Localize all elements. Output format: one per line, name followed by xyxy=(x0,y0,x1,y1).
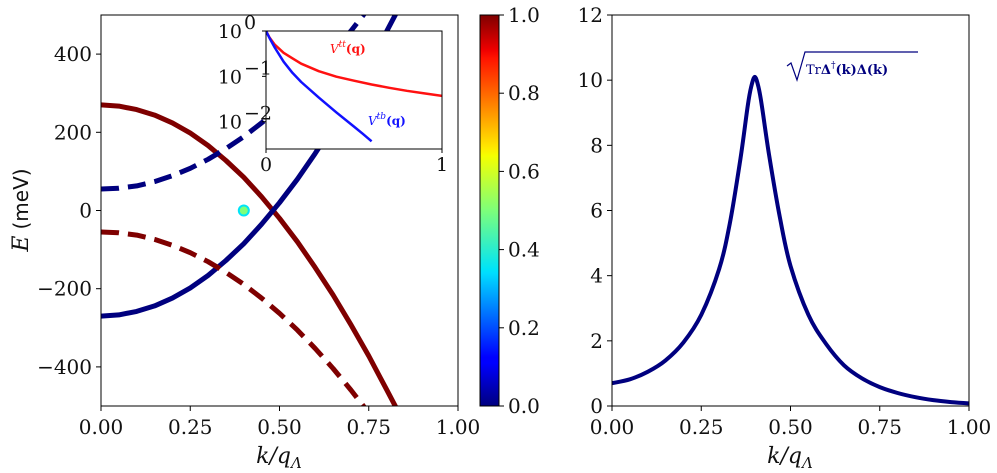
band-x-ticks: 0.00 0.25 0.50 0.75 1.00 xyxy=(79,406,481,439)
band-y-label-unit: (meV) xyxy=(9,168,33,229)
colorbar-tick-label: 0.2 xyxy=(508,316,540,340)
band-y-axis-label: E (meV) xyxy=(9,168,34,252)
band-y-label-symbol: E xyxy=(9,236,34,253)
gap-plot-frame xyxy=(611,14,970,407)
gap-x-tick-label: 0.75 xyxy=(857,415,902,439)
band-y-tick-label: −400 xyxy=(37,355,92,379)
inset-y-tick-label: 10 xyxy=(218,21,242,43)
gap-x-label-text: k/qΛ xyxy=(767,444,813,472)
colorbar: 1.0 0.8 0.6 0.4 0.2 0.0 xyxy=(479,3,540,418)
gap-y-tick-label: 4 xyxy=(590,264,603,288)
inset-y-tick-label: 10 xyxy=(218,112,242,134)
band-y-tick-label: 400 xyxy=(54,42,92,66)
inset-background xyxy=(266,31,442,149)
band-x-tick-label: 1.00 xyxy=(436,415,481,439)
inset-y-tick-exponent: 0 xyxy=(244,12,256,34)
band-x-axis-label: k/qΛ xyxy=(256,444,302,472)
gap-x-tick-label: 0.50 xyxy=(768,415,813,439)
band-x-label-text: k/qΛ xyxy=(256,444,302,472)
gap-x-tick-label: 0.25 xyxy=(679,415,724,439)
inset-series-vttq xyxy=(266,31,442,98)
inset-x-tick-label: 1 xyxy=(436,154,448,176)
band-x-tick-label: 0.75 xyxy=(346,415,391,439)
inset-curves xyxy=(266,31,442,143)
colorbar-tick-label: 0.4 xyxy=(508,238,540,262)
band-upper-solid xyxy=(101,102,399,406)
gap-y-tick-label: 0 xyxy=(590,394,603,418)
band-y-tick-label: −200 xyxy=(37,277,92,301)
band-y-tick-label: 0 xyxy=(79,199,92,223)
inset-x-tick-label: 0 xyxy=(260,154,272,176)
band-lower-dashed xyxy=(101,229,367,406)
band-y-ticks: 400 200 0 −200 −400 xyxy=(37,42,101,379)
gap-curve xyxy=(612,74,969,406)
inset-frame xyxy=(265,30,443,150)
inset-series-vtbq xyxy=(266,31,373,143)
inset-label-vtb: Vtb(q) xyxy=(368,112,406,128)
colorbar-tick-label: 0.0 xyxy=(508,394,540,418)
svg-text:E(meV): E (meV) xyxy=(9,168,34,252)
band-x-tick-label: 0.25 xyxy=(168,415,213,439)
inset-y-tick-label: 10 xyxy=(218,66,242,88)
colorbar-tick-label: 0.6 xyxy=(508,159,540,183)
band-x-tick-label: 0.00 xyxy=(79,415,124,439)
gap-y-tick-label: 10 xyxy=(578,68,603,92)
colorbar-gradient xyxy=(479,14,500,407)
gap-y-tick-label: 12 xyxy=(578,3,603,27)
colorbar-tick-label: 1.0 xyxy=(508,3,540,27)
gap-series-line xyxy=(612,74,969,406)
sqrt-sign xyxy=(786,51,918,82)
inset-label-vtt: Vtt(q) xyxy=(330,40,366,56)
crossing-point xyxy=(237,204,250,217)
colorbar-tick-label: 0.8 xyxy=(508,81,540,105)
gap-y-tick-label: 6 xyxy=(590,199,603,223)
inset-y-tick-exponent: −1 xyxy=(244,57,272,79)
gap-x-ticks: 0.00 0.25 0.50 0.75 1.00 xyxy=(590,406,992,439)
inset-y-tick-exponent: −2 xyxy=(244,103,272,125)
gap-y-ticks: 12 10 8 6 4 2 0 xyxy=(578,3,612,418)
gap-x-axis-label: k/qΛ xyxy=(767,444,813,472)
band-x-tick-label: 0.50 xyxy=(257,415,302,439)
gap-x-tick-label: 1.00 xyxy=(947,415,992,439)
gap-y-tick-label: 8 xyxy=(590,133,603,157)
gap-annotation: TrΔ†(k)Δ(k) xyxy=(786,51,918,82)
colorbar-ticks: 1.0 0.8 0.6 0.4 0.2 0.0 xyxy=(499,3,540,418)
svg-text:TrΔ†(k)Δ(k): TrΔ†(k)Δ(k) xyxy=(806,61,888,78)
gap-panel: 0.00 0.25 0.50 0.75 1.00 12 10 8 6 4 2 0 k/qΛ TrΔ†… xyxy=(578,3,992,472)
gap-x-tick-label: 0.00 xyxy=(590,415,635,439)
band-y-tick-label: 200 xyxy=(54,120,92,144)
gap-y-tick-label: 2 xyxy=(590,329,603,353)
